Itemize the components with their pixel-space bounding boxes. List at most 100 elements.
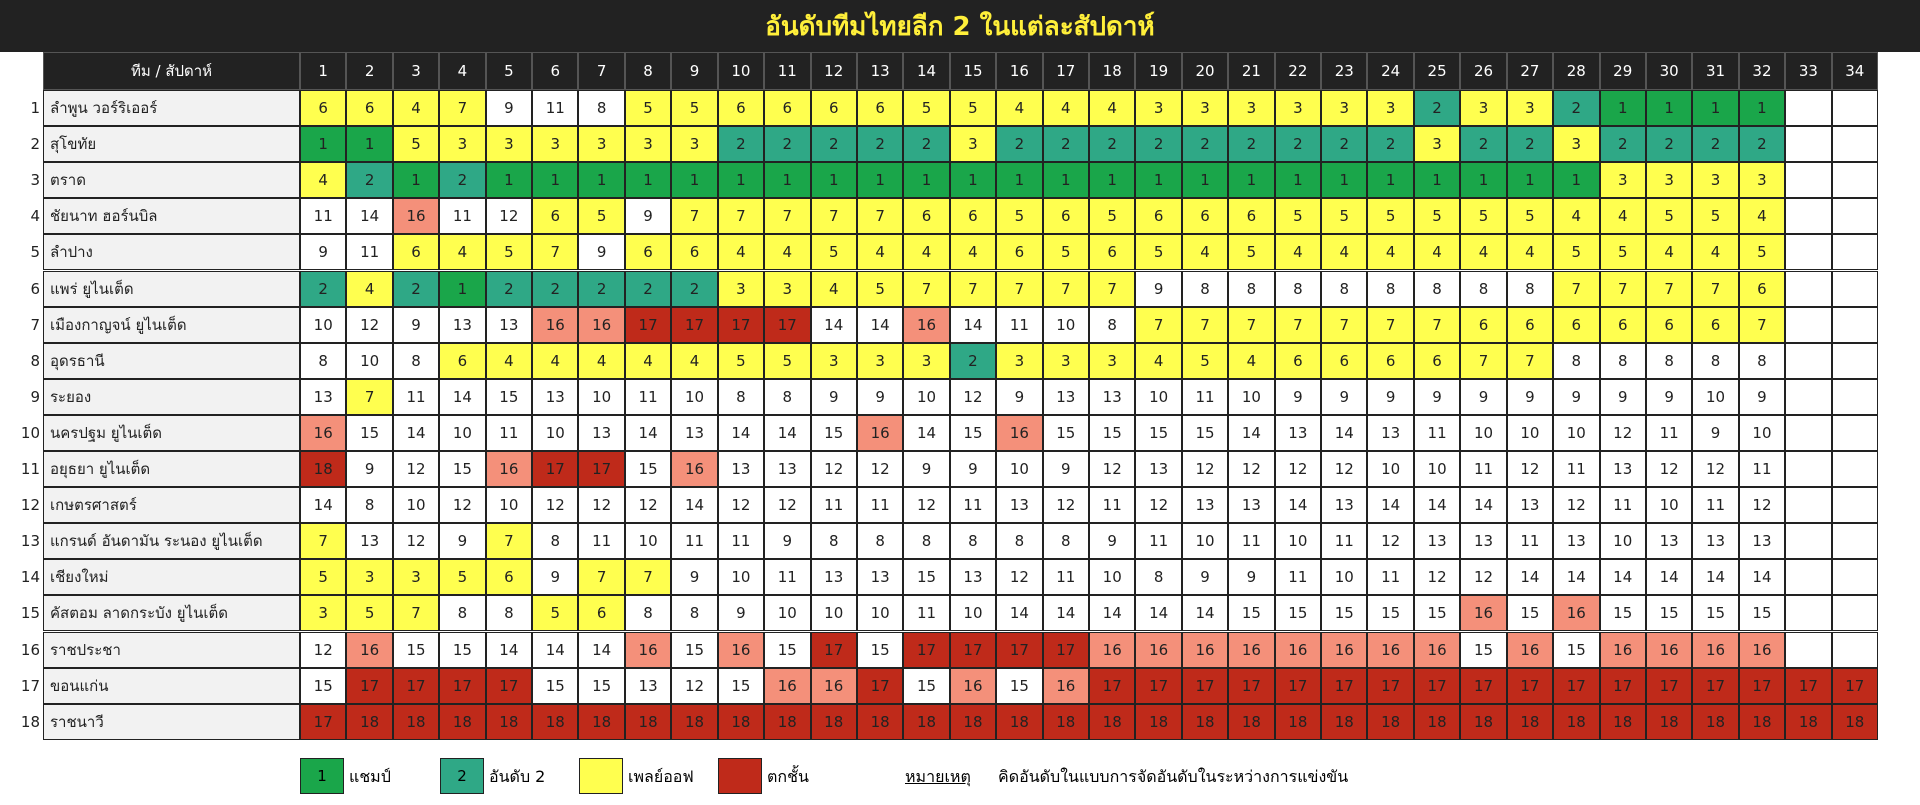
rank-cell: 11: [1738, 451, 1786, 488]
rank-cell: 10: [1135, 378, 1182, 415]
row-number: 11: [20, 460, 40, 479]
rank-cell: 1: [856, 162, 904, 199]
rank-cell: 13: [1321, 487, 1368, 524]
rank-cell: 2: [1553, 90, 1600, 127]
rank-cell: 8: [300, 342, 347, 379]
rank-cell: 5: [1274, 198, 1322, 235]
rank-cell: 3: [1181, 90, 1229, 127]
rank-cell: 5: [1460, 198, 1507, 235]
rank-cell: 9: [1135, 270, 1182, 307]
rank-cell: 9: [1413, 378, 1461, 415]
rank-cell: 11: [1228, 523, 1275, 560]
rank-cell: 16: [392, 198, 440, 235]
rank-cell: 5: [624, 90, 672, 127]
rank-cell: 15: [1738, 595, 1786, 632]
rank-cell: 10: [1089, 559, 1136, 596]
team-name: คัสตอม ลาดกระบัง ยูไนเต็ด: [43, 595, 300, 632]
rank-cell: 5: [1413, 198, 1461, 235]
rank-cell: 15: [717, 667, 765, 704]
rank-cell: 14: [392, 414, 440, 451]
rank-cell: 7: [903, 270, 950, 307]
rank-cell: [1831, 523, 1878, 560]
rank-cell: 12: [300, 631, 347, 668]
rank-cell: 10: [810, 595, 857, 632]
rank-cell: 7: [1135, 306, 1182, 343]
rank-cell: 8: [1506, 270, 1554, 307]
rank-cell: 18: [1553, 703, 1600, 740]
rank-cell: 2: [996, 126, 1043, 163]
rank-cell: 1: [578, 162, 625, 199]
rank-cell: 2: [1042, 126, 1089, 163]
rank-cell: [1831, 90, 1878, 127]
rank-cell: 14: [1181, 595, 1229, 632]
rank-cell: 7: [1321, 306, 1368, 343]
rank-cell: 12: [485, 198, 533, 235]
rank-cell: 5: [996, 198, 1043, 235]
rank-cell: 5: [392, 126, 440, 163]
rank-cell: 18: [1228, 703, 1275, 740]
rank-cell: 14: [1274, 487, 1322, 524]
rank-cell: 18: [764, 703, 811, 740]
rank-cell: 4: [764, 234, 811, 271]
rank-cell: 3: [996, 342, 1043, 379]
rank-cell: 18: [996, 703, 1043, 740]
rank-cell: 6: [1181, 198, 1229, 235]
rank-cell: 12: [1413, 559, 1461, 596]
rank-cell: 14: [300, 487, 347, 524]
legend-swatch: [718, 758, 762, 794]
rank-cell: 13: [346, 523, 393, 560]
row-number: 17: [20, 676, 40, 695]
rank-cell: 13: [949, 559, 997, 596]
rank-cell: 6: [1413, 342, 1461, 379]
rank-cell: 12: [810, 451, 857, 488]
rank-cell: 13: [996, 487, 1043, 524]
rank-cell: 7: [856, 198, 904, 235]
rank-cell: 10: [1321, 559, 1368, 596]
rank-cell: 14: [1506, 559, 1554, 596]
team-name: เกษตรศาสตร์: [43, 487, 300, 524]
rank-cell: 13: [1135, 451, 1182, 488]
rank-cell: 17: [1553, 667, 1600, 704]
rank-cell: 11: [717, 523, 765, 560]
rank-cell: 9: [1506, 378, 1554, 415]
rank-cell: 5: [1599, 234, 1646, 271]
row-number: 15: [20, 604, 40, 623]
rank-cell: [1831, 234, 1878, 271]
rank-cell: 13: [1599, 451, 1646, 488]
rank-cell: 6: [439, 342, 486, 379]
rank-cell: 3: [532, 126, 579, 163]
rank-cell: 10: [1367, 451, 1414, 488]
rank-cell: 12: [764, 487, 811, 524]
rank-cell: 12: [1553, 487, 1600, 524]
week-header: 27: [1506, 52, 1554, 90]
rank-cell: 12: [346, 306, 393, 343]
rank-cell: 17: [532, 451, 579, 488]
rank-cell: 11: [949, 487, 997, 524]
rank-cell: 18: [1738, 703, 1786, 740]
note-text: คิดอันดับในแบบการจัดอันดับในระหว่างการแข…: [998, 767, 1349, 786]
rank-cell: 6: [671, 234, 718, 271]
rank-cell: 7: [717, 198, 765, 235]
rank-cell: 18: [1692, 703, 1739, 740]
rank-cell: 10: [1413, 451, 1461, 488]
rank-cell: 16: [1228, 631, 1275, 668]
rank-cell: 13: [1506, 487, 1554, 524]
rank-cell: 17: [1599, 667, 1646, 704]
rank-cell: 7: [1274, 306, 1322, 343]
rank-cell: 3: [392, 559, 440, 596]
row-number: 16: [20, 640, 40, 659]
rank-cell: 3: [949, 126, 997, 163]
week-header: 8: [624, 52, 672, 90]
row-number: 1: [30, 99, 40, 118]
rank-cell: 15: [485, 378, 533, 415]
rank-cell: 13: [856, 559, 904, 596]
rank-cell: 15: [1645, 595, 1693, 632]
rank-cell: 16: [949, 667, 997, 704]
rank-cell: 14: [485, 631, 533, 668]
rank-cell: 3: [439, 126, 486, 163]
week-header: 32: [1738, 52, 1786, 90]
rank-cell: 13: [624, 667, 672, 704]
rank-cell: 8: [392, 342, 440, 379]
rank-cell: 7: [300, 523, 347, 560]
rank-cell: 12: [856, 451, 904, 488]
